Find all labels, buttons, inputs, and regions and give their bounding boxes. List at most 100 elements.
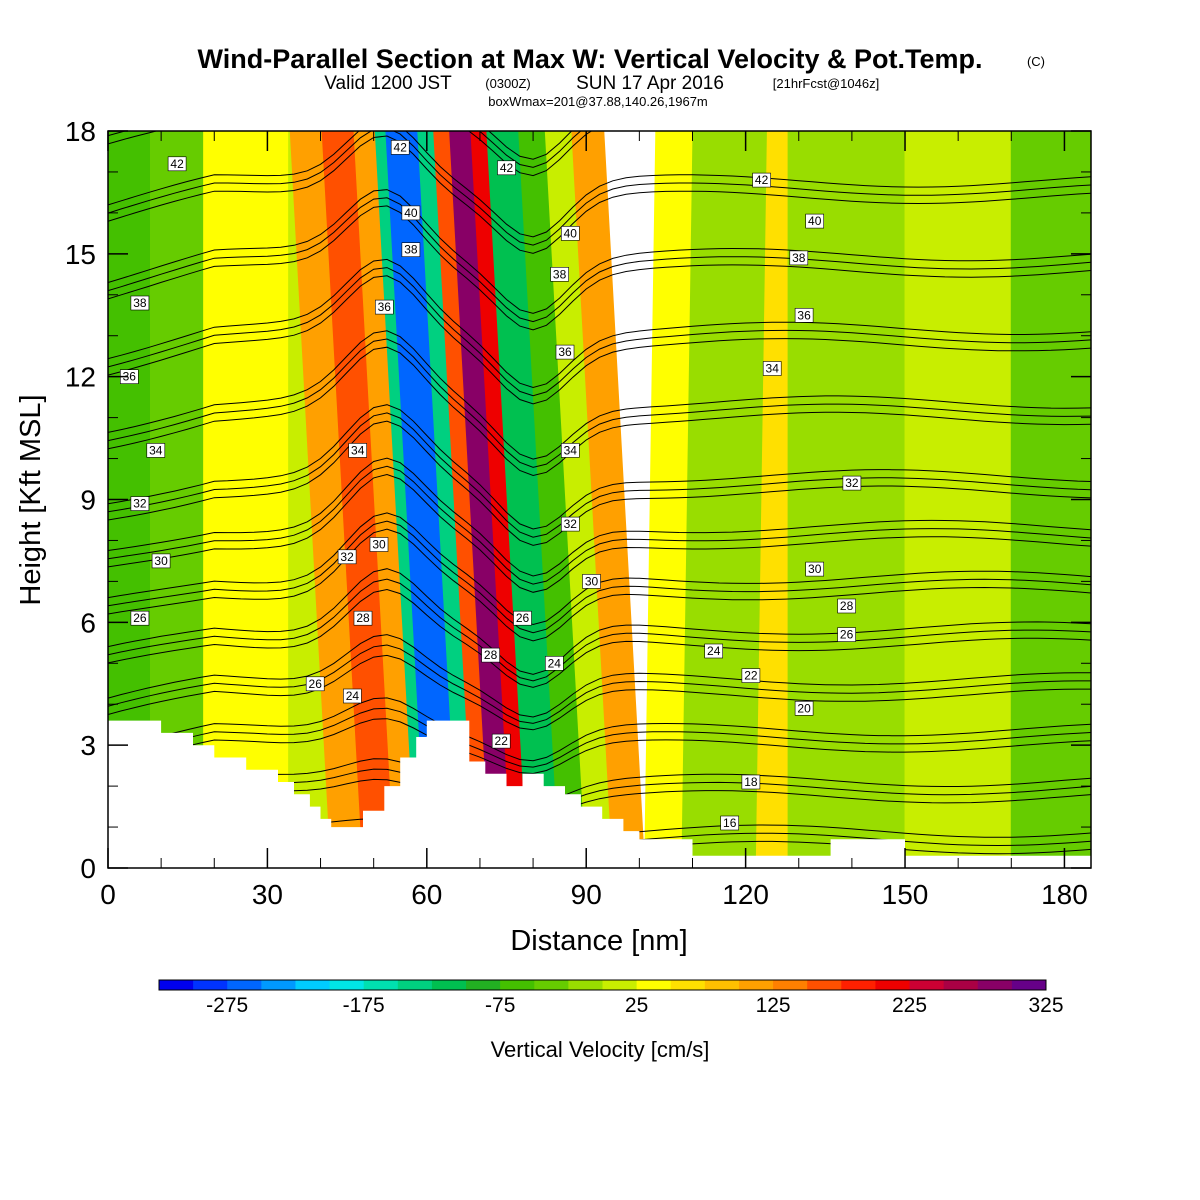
svg-text:42: 42 [500,161,514,175]
x-tick-label: 120 [722,879,769,910]
colorbar-swatch [193,980,228,990]
colorbar-swatch [704,980,740,990]
theta-contour-36 [108,197,1091,323]
y-tick-label: 6 [80,607,96,638]
x-tick-label: 60 [411,879,442,910]
colorbar-swatch [431,980,467,990]
svg-text:40: 40 [564,226,578,240]
svg-text:36: 36 [378,300,392,314]
svg-text:38: 38 [133,296,147,310]
svg-text:16: 16 [723,816,737,830]
y-tick-label: 9 [80,485,96,516]
colorbar-swatch [636,980,672,990]
svg-text:24: 24 [707,644,721,658]
contour-label-40: 40 [560,226,580,241]
colorbar-swatch [909,980,945,990]
colorbar-swatch [397,980,433,990]
contour-label-28: 28 [481,647,500,663]
svg-text:36: 36 [123,370,137,384]
contour-label-20: 20 [794,700,814,716]
theta-contour-22 [108,634,1091,718]
contour-label-42: 42 [390,140,410,155]
svg-text:30: 30 [585,574,599,588]
colorbar-swatch [1011,980,1047,990]
x-tick-label: 150 [882,879,929,910]
chart-title: Wind-Parallel Section at Max W: Vertical… [198,44,983,74]
contour-label-32: 32 [130,496,150,511]
velocity-band-15 [518,131,587,868]
colorbar-tick-label: -175 [343,994,385,1017]
contour-label-26: 26 [130,610,150,626]
valid-time-label: Valid 1200 JST [324,73,452,94]
y-tick-label: 0 [80,853,96,884]
svg-text:34: 34 [149,443,163,457]
contour-label-28: 28 [837,598,856,614]
colorbar-swatch [329,980,365,990]
contour-label-18: 18 [741,774,761,790]
theta-contour-24 [108,568,1091,675]
theta-contour-38 [108,135,1091,254]
x-tick-label: 90 [571,879,602,910]
theta-contour-36 [108,189,1091,314]
colorbar-tick-label: -75 [485,994,515,1017]
svg-text:24: 24 [548,656,562,670]
colorbar-tick-label: 25 [625,994,648,1017]
svg-text:18: 18 [744,775,758,789]
theta-contour-24 [108,588,1091,688]
svg-text:28: 28 [356,611,370,625]
forecast-label: [21hrFcst@1046z] [773,76,879,91]
svg-text:42: 42 [170,157,184,171]
contour-label-30: 30 [151,553,171,569]
y-axis-title: Height [Kft MSL] [15,394,47,605]
vertical-velocity-field [108,131,1091,868]
theta-contour-28 [108,465,1091,585]
contour-label-38: 38 [550,266,569,282]
svg-text:28: 28 [484,648,498,662]
contour-label-16: 16 [720,815,740,831]
contour-label-28: 28 [353,610,373,626]
svg-text:32: 32 [564,517,578,531]
velocity-band-5 [289,131,364,868]
contour-label-26: 26 [305,676,325,692]
velocity-band-21 [787,131,906,868]
velocity-band-2 [203,131,247,868]
colorbar-swatch [807,980,842,990]
velocity-band-7 [353,131,417,868]
contour-label-24: 24 [343,688,362,704]
theta-contour-34 [108,275,1091,405]
theta-contour-30 [108,404,1091,530]
colorbar-title: Vertical Velocity [cm/s] [491,1037,710,1062]
contour-label-34: 34 [146,443,166,458]
chart-title-suffix: (C) [1027,54,1045,69]
contour-label-36: 36 [374,299,394,315]
valid-date: SUN 17 Apr 2016 [576,73,724,94]
svg-text:28: 28 [840,599,854,613]
velocity-band-3 [245,131,290,868]
contour-label-32: 32 [842,475,862,491]
velocity-band-16 [544,131,614,868]
svg-text:34: 34 [766,362,780,376]
svg-text:32: 32 [845,476,859,490]
velocity-band-17 [571,131,646,868]
contour-label-36: 36 [555,344,575,360]
x-tick-label: 0 [100,879,116,910]
colorbar-tick-label: 325 [1028,994,1063,1017]
theta-contour-28 [108,473,1091,593]
contour-label-32: 32 [560,516,580,532]
colorbar-tick-label: 225 [892,994,927,1017]
svg-text:30: 30 [808,562,822,576]
svg-text:34: 34 [351,443,365,457]
svg-text:24: 24 [346,689,360,703]
theta-contour-34 [108,267,1091,397]
velocity-band-13 [470,131,529,868]
terrain-mask [108,720,1091,868]
plot-area: 42 42 42 42 40 40 40 38 38 38 38 36 36 36 36 34 34 34 34 32… [108,131,1091,868]
contour-label-30: 30 [805,561,825,577]
svg-text:30: 30 [372,538,386,552]
colorbar-tick-label: 125 [756,994,791,1017]
colorbar-swatch [773,980,808,990]
colorbar-swatch [227,980,262,990]
contour-label-30: 30 [582,574,601,589]
y-tick-label: 12 [65,362,96,393]
